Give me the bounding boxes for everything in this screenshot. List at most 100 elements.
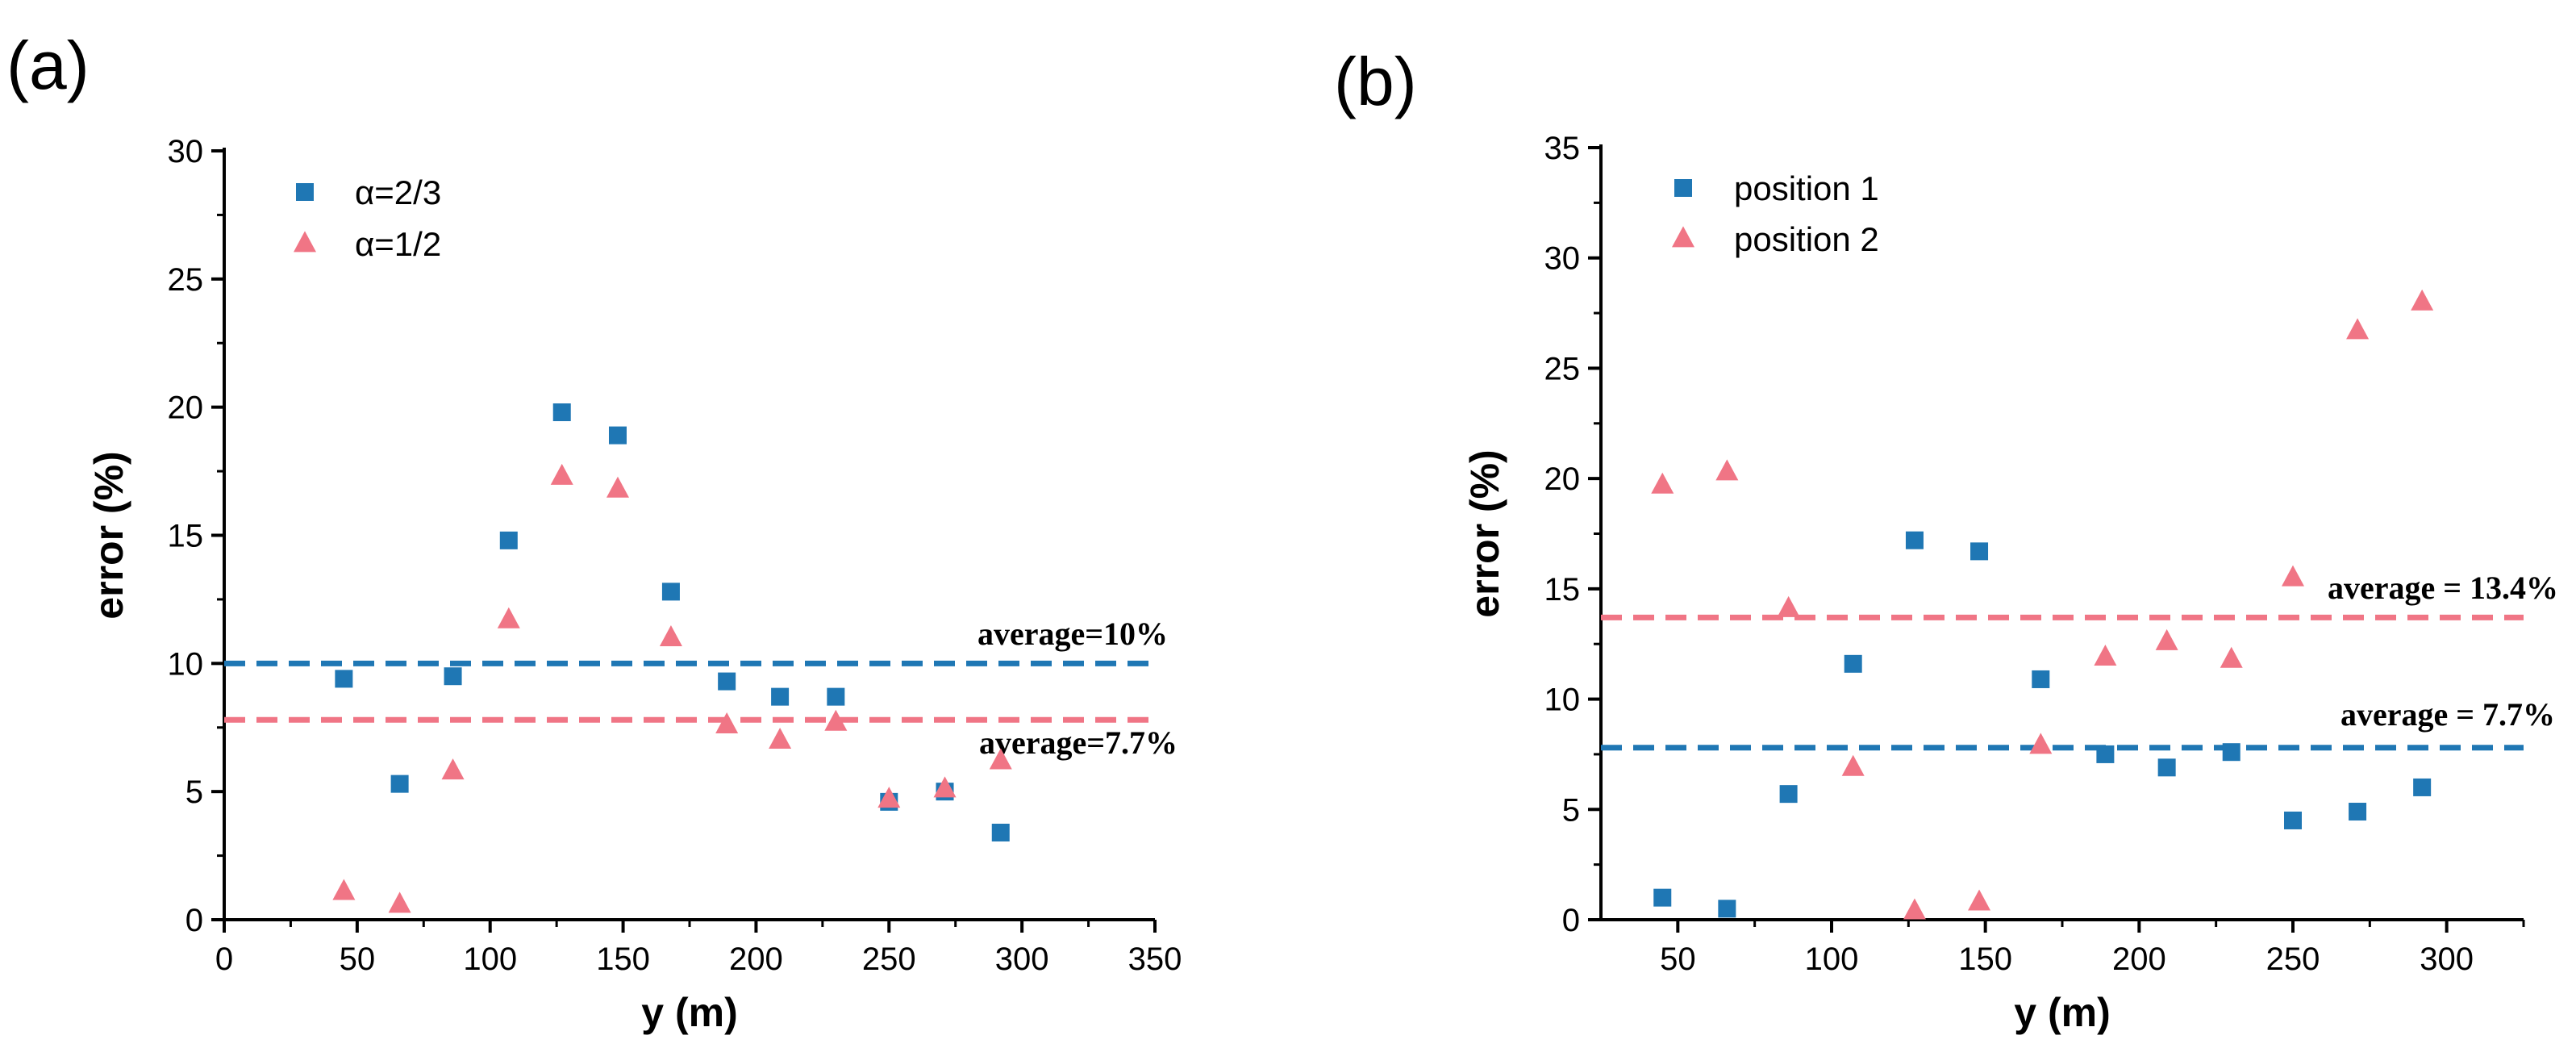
data-point-triangle (606, 476, 629, 498)
data-point-square (390, 775, 409, 793)
average-label: average=7.7% (979, 724, 1178, 761)
legend-marker (1672, 226, 1694, 248)
data-point-triangle (1651, 472, 1674, 494)
data-point-square (2096, 745, 2115, 763)
y-tick-label: 15 (168, 519, 204, 554)
data-point-square (335, 670, 353, 688)
x-tick-label: 100 (463, 942, 517, 977)
data-point-square (2222, 743, 2240, 762)
x-axis-label: y (m) (641, 990, 737, 1035)
data-point-square (2032, 670, 2050, 688)
data-point-triangle (497, 607, 520, 628)
data-point-triangle (2346, 318, 2370, 340)
data-point-triangle (2411, 289, 2434, 311)
y-tick-label: 35 (1544, 131, 1581, 166)
data-point-square (1718, 900, 1736, 918)
data-point-square (2157, 758, 2176, 777)
data-point-square (499, 531, 518, 549)
data-point-triangle (550, 463, 573, 485)
legend-marker (296, 183, 314, 201)
data-point-square (1844, 654, 1862, 673)
y-tick-label: 10 (168, 646, 204, 682)
data-point-triangle (1903, 898, 1926, 920)
legend-marker (294, 231, 316, 253)
x-tick-label: 0 (215, 942, 233, 977)
data-point-triangle (441, 758, 465, 780)
data-point-square (1779, 785, 1798, 804)
x-tick-label: 300 (2420, 942, 2474, 977)
data-point-triangle (2220, 646, 2243, 668)
data-point-square (1970, 542, 1989, 561)
data-point-square (2284, 811, 2302, 829)
data-point-square (2349, 803, 2367, 821)
x-tick-label: 200 (2112, 942, 2166, 977)
y-axis-label: error (%) (86, 451, 131, 619)
data-point-square (1905, 531, 1924, 549)
legend-label: position 2 (1734, 220, 1879, 258)
y-tick-label: 25 (1544, 351, 1581, 386)
x-tick-label: 200 (729, 942, 783, 977)
chart-panel-b: (b) 50 100 150 200 250 300 0 5 10 15 20 25 30 35 y (m) e… (1334, 44, 2558, 1035)
y-tick-label: 30 (168, 134, 204, 169)
data-point-triangle (2094, 645, 2117, 666)
data-point-triangle (1968, 889, 1991, 911)
y-tick-label: 0 (185, 903, 203, 938)
data-point-triangle (2282, 565, 2304, 587)
x-tick-label: 150 (1958, 942, 2012, 977)
data-point-triangle (2155, 628, 2178, 650)
x-tick-label: 150 (596, 942, 650, 977)
y-tick-label: 0 (1562, 903, 1580, 938)
x-axis-label: y (m) (2014, 990, 2110, 1035)
x-tick-label: 50 (1660, 942, 1696, 977)
data-point-triangle (659, 624, 682, 646)
average-label: average = 13.4% (2328, 570, 2558, 606)
data-point-square (991, 823, 1010, 841)
data-point-triangle (332, 879, 356, 900)
data-point-square (827, 687, 845, 706)
y-tick-label: 15 (1544, 572, 1581, 608)
data-point-triangle (388, 891, 411, 913)
x-tick-label: 100 (1805, 942, 1859, 977)
data-point-triangle (1715, 459, 1739, 481)
legend-marker (1674, 179, 1692, 197)
panel-label: (b) (1334, 44, 1417, 119)
data-point-square (1653, 888, 1672, 907)
y-tick-label: 25 (168, 262, 204, 298)
data-point-square (771, 687, 790, 706)
y-axis-label: error (%) (1462, 449, 1507, 617)
data-point-triangle (877, 787, 901, 808)
y-tick-label: 5 (185, 775, 203, 810)
y-tick-label: 20 (168, 390, 204, 426)
legend-label: position 1 (1734, 169, 1879, 207)
x-tick-label: 50 (340, 942, 376, 977)
y-tick-label: 20 (1544, 461, 1581, 497)
x-tick-label: 300 (995, 942, 1049, 977)
y-tick-label: 10 (1544, 683, 1581, 718)
x-tick-label: 250 (2266, 942, 2320, 977)
chart-panel-a: (a) 0 50 100 150 200 250 300 350 0 5 10 15 20 25 30 y (m… (6, 27, 1182, 1035)
y-tick-label: 30 (1544, 241, 1581, 277)
average-label: average=10% (977, 616, 1168, 652)
data-point-square (2413, 778, 2432, 796)
data-point-triangle (1841, 754, 1865, 776)
legend-label: α=2/3 (355, 173, 441, 211)
data-point-square (608, 426, 627, 445)
data-point-triangle (769, 728, 792, 749)
average-label: average = 7.7% (2340, 696, 2555, 733)
data-point-square (718, 672, 736, 691)
data-point-triangle (715, 712, 739, 733)
data-point-square (552, 403, 571, 422)
data-point-square (444, 667, 462, 686)
data-point-triangle (1777, 595, 1800, 617)
x-tick-label: 250 (862, 942, 916, 977)
data-point-triangle (824, 709, 848, 731)
data-point-triangle (933, 776, 957, 798)
data-point-square (661, 582, 680, 601)
legend-label: α=1/2 (355, 225, 441, 263)
y-tick-label: 5 (1562, 792, 1580, 828)
data-point-triangle (989, 748, 1012, 770)
panel-label: (a) (6, 27, 90, 103)
data-point-triangle (2029, 733, 2053, 754)
x-tick-label: 350 (1128, 942, 1182, 977)
